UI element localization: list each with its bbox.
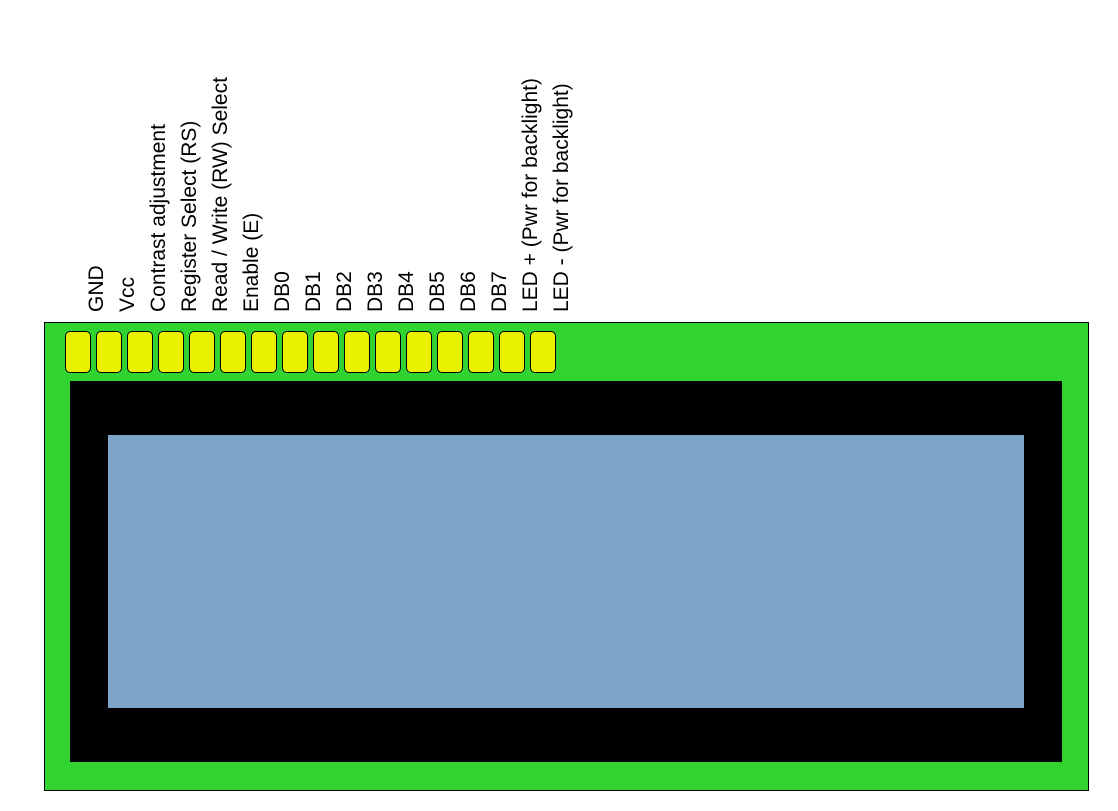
pin-pad-2	[96, 331, 122, 373]
pin-label-11: DB4	[395, 271, 419, 312]
pin-label-8: DB1	[302, 271, 326, 312]
pin-pad-4	[158, 331, 184, 373]
pin-label-14: DB7	[488, 271, 512, 312]
pin-label-12: DB5	[426, 271, 450, 312]
lcd-screen	[107, 434, 1025, 709]
pin-label-9: DB2	[333, 271, 357, 312]
pin-pad-5	[189, 331, 215, 373]
pin-pad-8	[282, 331, 308, 373]
pin-label-2: Vcc	[116, 277, 140, 312]
pin-label-1: GND	[85, 265, 109, 312]
pin-pad-10	[344, 331, 370, 373]
pin-pad-11	[375, 331, 401, 373]
pin-pad-3	[127, 331, 153, 373]
pin-label-13: DB6	[457, 271, 481, 312]
pin-pad-1	[65, 331, 91, 373]
pin-pad-14	[468, 331, 494, 373]
pin-label-16: LED - (Pwr for backlight)	[550, 83, 574, 312]
pin-pad-6	[220, 331, 246, 373]
lcd-pinout-diagram: GND Vcc Contrast adjustment Register Select…	[0, 0, 1118, 811]
pin-label-5: Read / Write (RW) Select	[209, 77, 233, 312]
pin-pad-7	[251, 331, 277, 373]
pin-label-7: DB0	[271, 271, 295, 312]
pin-pad-12	[406, 331, 432, 373]
pin-label-3: Contrast adjustment	[147, 124, 171, 312]
pin-label-10: DB3	[364, 271, 388, 312]
pin-pad-13	[437, 331, 463, 373]
pin-pad-16	[530, 331, 556, 373]
pin-label-6: Enable (E)	[240, 213, 264, 312]
pin-label-15: LED + (Pwr for backlight)	[519, 78, 543, 312]
pin-pad-9	[313, 331, 339, 373]
pin-pad-15	[499, 331, 525, 373]
pin-label-4: Register Select (RS)	[178, 121, 202, 312]
